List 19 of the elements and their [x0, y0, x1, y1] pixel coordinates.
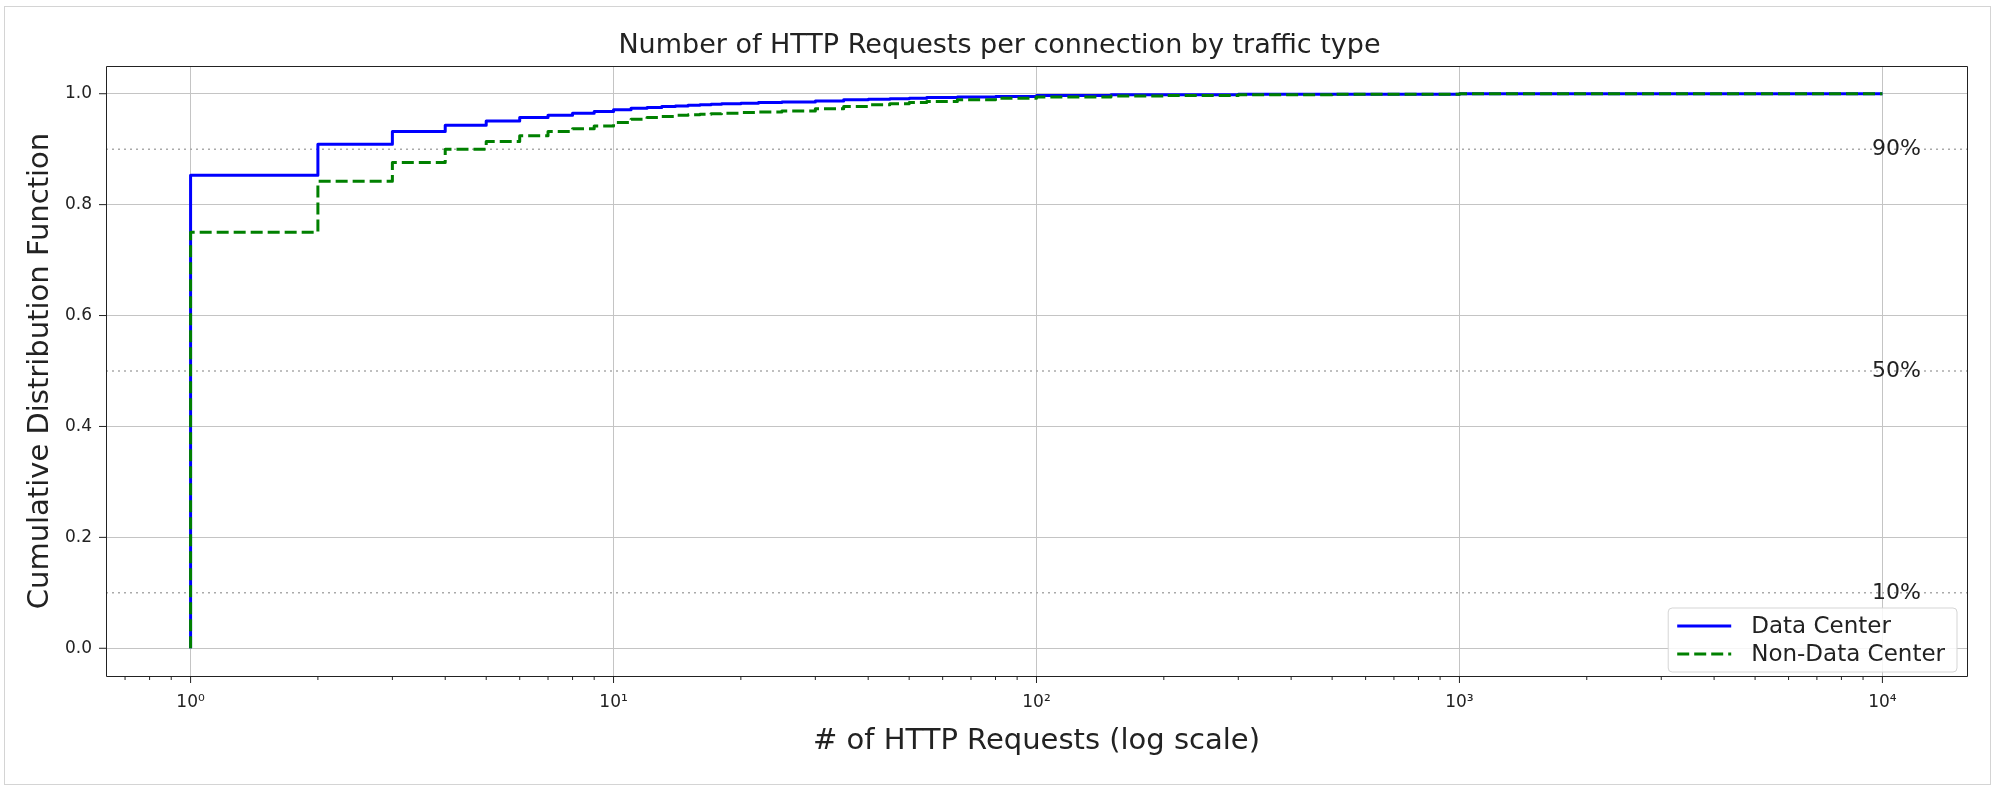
- x-tick-label: 10¹: [599, 690, 628, 711]
- legend-label: Data Center: [1751, 611, 1892, 638]
- chart-title: Number of HTTP Requests per connection by traffic type: [618, 28, 1381, 60]
- ref-line-label: 90%: [1872, 134, 1921, 160]
- x-tick-label: 10³: [1445, 690, 1474, 711]
- y-tick-label: 0.8: [64, 193, 92, 214]
- y-axis-title: Cumulative Distribution Function: [20, 132, 55, 610]
- y-tick-label: 0.4: [64, 414, 92, 435]
- x-axis-title: # of HTTP Requests (log scale): [812, 721, 1261, 756]
- legend-label: Non-Data Center: [1751, 639, 1946, 666]
- ref-line-label: 10%: [1872, 578, 1921, 604]
- y-tick-label: 1.0: [64, 82, 92, 103]
- y-tick-label: 0.6: [64, 303, 92, 324]
- x-tick-label: 10⁴: [1868, 690, 1897, 711]
- y-tick-label: 0.0: [64, 636, 92, 657]
- ref-line-label: 50%: [1872, 356, 1921, 382]
- x-tick-label: 10²: [1022, 690, 1051, 711]
- y-tick-label: 0.2: [64, 525, 92, 546]
- x-tick-label: 10⁰: [176, 690, 205, 711]
